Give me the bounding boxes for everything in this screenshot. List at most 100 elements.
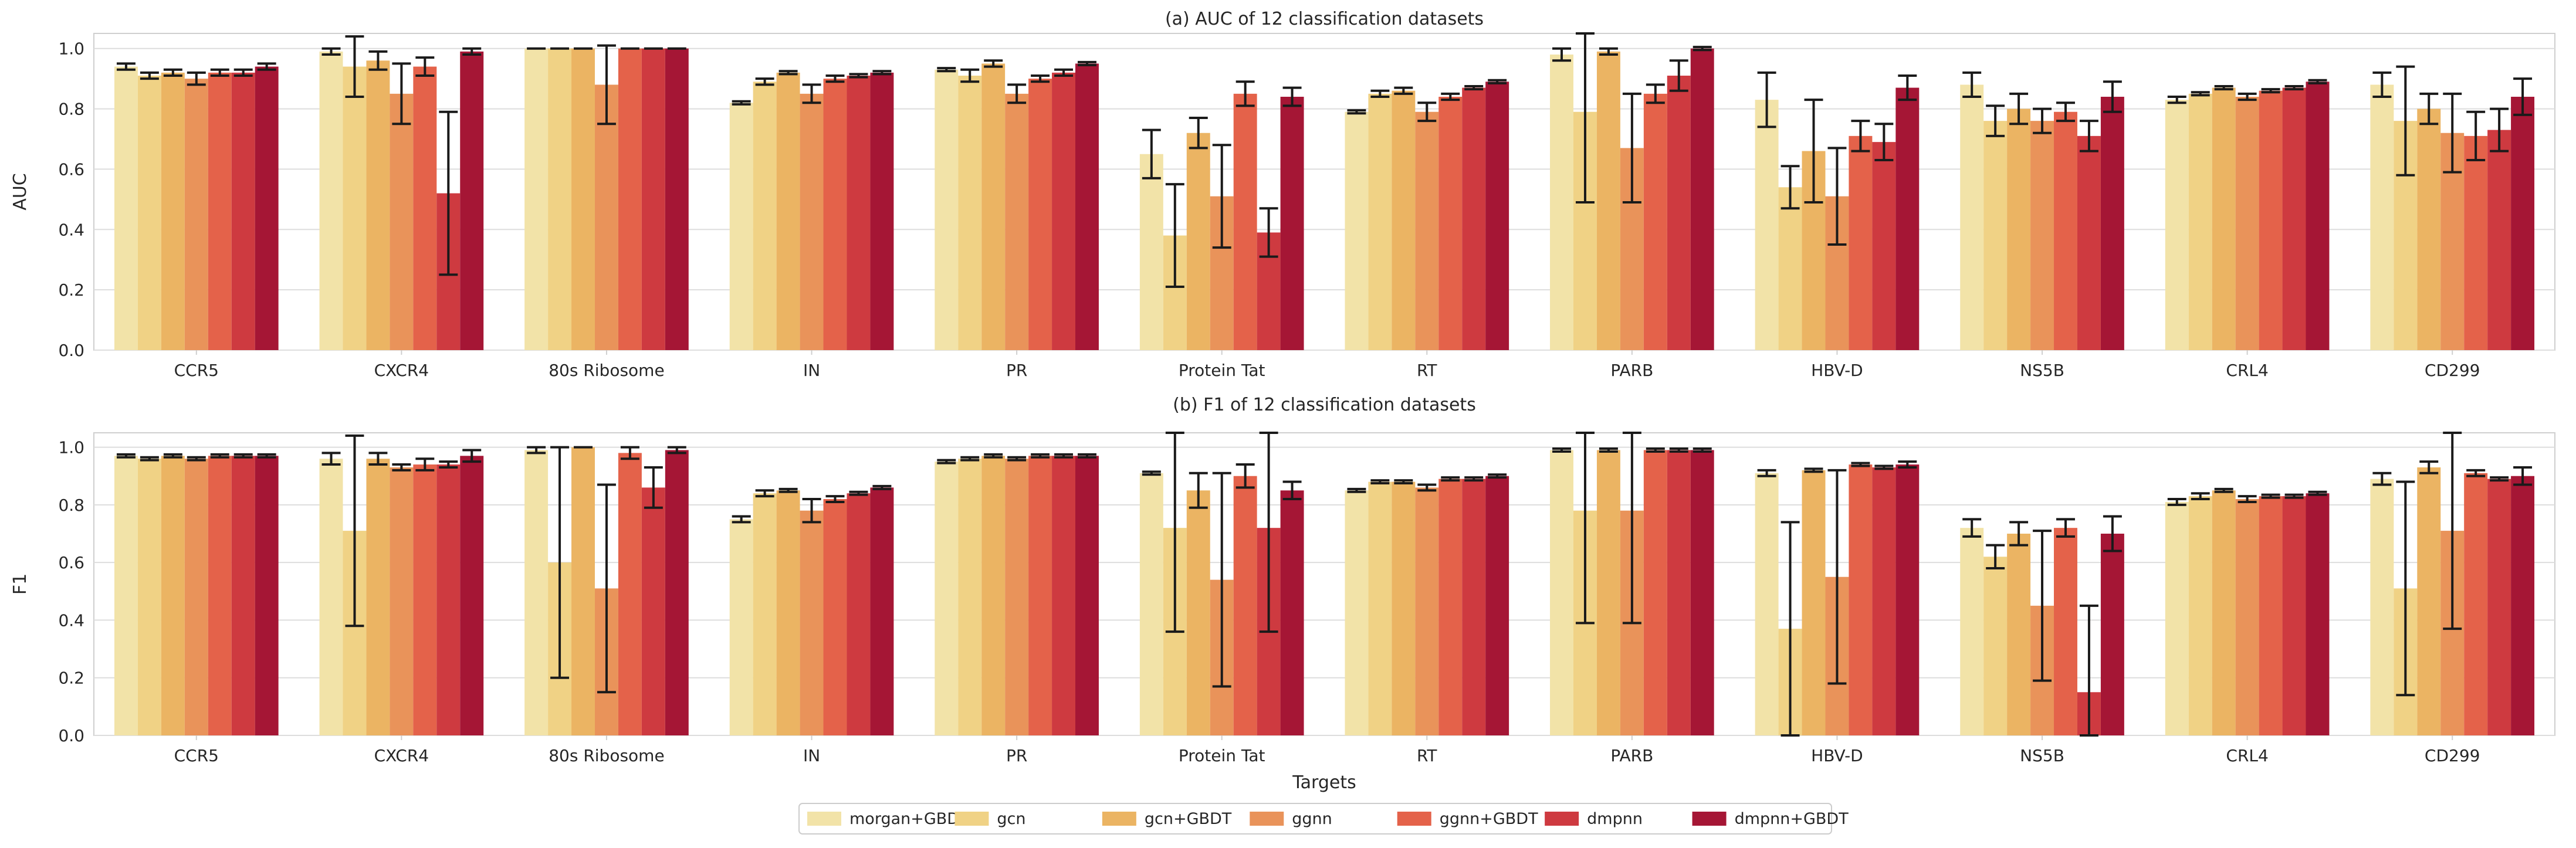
x-tick-label: CXCR4 xyxy=(374,746,429,765)
y-tick-label: 0.2 xyxy=(58,669,84,688)
x-tick-label: PR xyxy=(1006,361,1027,380)
y-axis-label: AUC xyxy=(10,173,31,210)
bar xyxy=(753,493,777,735)
legend-box xyxy=(798,803,1832,835)
bar xyxy=(2054,111,2077,350)
bar xyxy=(2077,135,2101,350)
x-tick-label: NS5B xyxy=(2020,361,2064,380)
legend-swatch xyxy=(1545,812,1579,826)
bar xyxy=(618,48,642,350)
bar xyxy=(641,487,665,735)
bar xyxy=(460,456,484,735)
bar xyxy=(436,464,461,735)
bar xyxy=(2487,479,2511,735)
bar xyxy=(1005,93,1029,350)
bar xyxy=(618,453,642,735)
bar xyxy=(641,48,665,350)
bar xyxy=(847,76,871,350)
bar xyxy=(870,72,894,350)
bar xyxy=(2306,493,2330,735)
bar xyxy=(2259,90,2283,350)
bar xyxy=(548,48,572,350)
x-tick-label: CD299 xyxy=(2425,746,2480,765)
bar xyxy=(2511,97,2535,350)
bar xyxy=(255,66,279,351)
auc-chart: 0.0 0.2 0.4 0.6 0.8 1.0 AUC (a) AUC of 12 class… xyxy=(10,9,2555,380)
bar xyxy=(1280,97,1304,350)
bar xyxy=(1052,72,1076,350)
legend-swatch xyxy=(1397,812,1431,826)
bar xyxy=(1983,557,2008,735)
y-tick-label: 0.0 xyxy=(58,341,84,360)
x-tick-label: 80s Ribosome xyxy=(549,361,664,380)
bar xyxy=(390,467,414,735)
bar xyxy=(1028,79,1052,350)
bar xyxy=(2007,108,2031,351)
bar xyxy=(1462,479,1486,735)
bar xyxy=(958,76,982,350)
bar xyxy=(460,51,484,350)
bar xyxy=(958,459,982,735)
bar xyxy=(935,69,959,350)
bar xyxy=(184,459,208,735)
bar xyxy=(1596,51,1620,350)
bar xyxy=(2188,93,2212,350)
bar xyxy=(1872,142,1896,350)
legend-label: morgan+GBDT xyxy=(849,810,969,828)
bar xyxy=(366,60,390,351)
bar xyxy=(2370,479,2394,735)
legend-swatch xyxy=(1102,812,1136,826)
x-tick-label: Protein Tat xyxy=(1179,746,1265,765)
bar xyxy=(2054,528,2077,735)
bar xyxy=(390,93,414,350)
bar xyxy=(231,456,255,735)
x-tick-label: RT xyxy=(1417,361,1437,380)
legend-swatch xyxy=(1692,812,1727,826)
bar xyxy=(524,450,549,735)
x-tick-label: PARB xyxy=(1610,746,1653,765)
bar xyxy=(231,72,255,350)
y-tick-label: 0.0 xyxy=(58,726,84,745)
bar xyxy=(319,459,343,735)
legend-swatch xyxy=(1250,812,1284,826)
bar xyxy=(776,72,800,350)
bar xyxy=(208,456,232,735)
x-tick-label: HBV-D xyxy=(1811,746,1863,765)
legend-label: ggnn xyxy=(1292,810,1332,828)
bar xyxy=(2212,490,2236,735)
bar xyxy=(981,63,1006,350)
bar xyxy=(823,499,847,735)
bar xyxy=(1392,481,1416,735)
y-tick-label: 0.6 xyxy=(58,160,84,179)
bar xyxy=(137,459,161,735)
bar xyxy=(1667,450,1691,735)
bar xyxy=(1368,93,1392,350)
bar xyxy=(1643,93,1667,350)
bar xyxy=(2464,473,2488,735)
bar xyxy=(1802,470,1826,735)
bar xyxy=(776,490,800,735)
bar xyxy=(870,487,894,735)
legend-label: gcn xyxy=(997,810,1025,828)
x-tick-label: CCR5 xyxy=(174,361,219,380)
bar xyxy=(2370,84,2394,350)
bar xyxy=(729,519,753,735)
bar xyxy=(2165,501,2189,735)
bar xyxy=(2188,496,2212,735)
bar xyxy=(800,510,824,735)
x-tick-label: IN xyxy=(803,361,820,380)
bar xyxy=(2030,121,2054,350)
bar xyxy=(1690,48,1714,350)
bar xyxy=(665,450,689,735)
bar xyxy=(161,72,185,350)
bar xyxy=(935,462,959,735)
bar xyxy=(981,456,1006,735)
bar xyxy=(161,456,185,735)
bar xyxy=(114,456,138,735)
x-tick-label: PARB xyxy=(1610,361,1653,380)
bar xyxy=(319,51,343,350)
legend-label: dmpnn+GBDT xyxy=(1735,810,1849,828)
bar xyxy=(2282,496,2306,735)
bar xyxy=(343,66,367,351)
